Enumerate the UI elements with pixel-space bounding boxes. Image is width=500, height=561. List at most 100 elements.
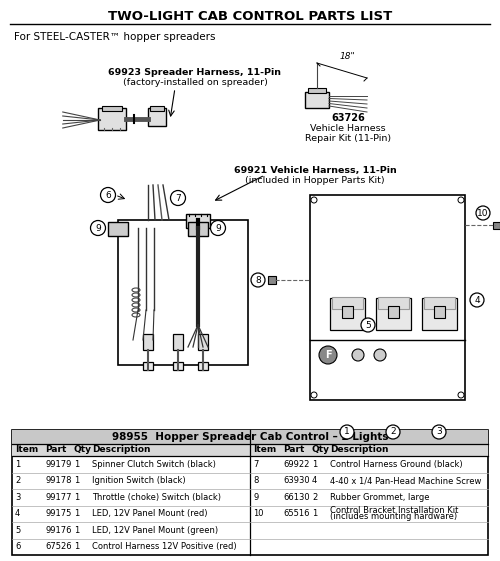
Bar <box>330 298 365 330</box>
Text: 1: 1 <box>74 460 79 469</box>
Text: 10: 10 <box>477 209 489 218</box>
Text: 99175: 99175 <box>45 509 72 518</box>
Circle shape <box>90 220 106 236</box>
Text: 18": 18" <box>339 52 355 61</box>
Text: 1: 1 <box>74 476 79 485</box>
Bar <box>376 298 411 330</box>
Bar <box>186 214 210 228</box>
Text: 9: 9 <box>215 223 221 232</box>
Bar <box>98 108 126 130</box>
Text: 67526: 67526 <box>45 542 72 551</box>
Circle shape <box>340 425 354 439</box>
Circle shape <box>100 187 116 203</box>
Text: 2: 2 <box>312 493 318 502</box>
Text: 99176: 99176 <box>45 526 72 535</box>
Text: Control Harness Ground (black): Control Harness Ground (black) <box>330 460 462 469</box>
Text: 99177: 99177 <box>45 493 72 502</box>
Text: For STEEL-CASTER™ hopper spreaders: For STEEL-CASTER™ hopper spreaders <box>14 32 215 42</box>
Text: 1: 1 <box>74 493 79 502</box>
Text: Control Bracket Installation Kit: Control Bracket Installation Kit <box>330 506 458 515</box>
Text: Rubber Grommet, large: Rubber Grommet, large <box>330 493 430 502</box>
Bar <box>102 106 122 111</box>
Circle shape <box>319 346 337 364</box>
Text: TWO-LIGHT CAB CONTROL PARTS LIST: TWO-LIGHT CAB CONTROL PARTS LIST <box>108 10 392 22</box>
Text: 3: 3 <box>15 493 20 502</box>
Circle shape <box>311 197 317 203</box>
Text: LED, 12V Panel Mount (green): LED, 12V Panel Mount (green) <box>92 526 218 535</box>
Text: F: F <box>324 350 332 360</box>
Text: 10: 10 <box>253 509 264 518</box>
Text: 1: 1 <box>312 460 318 469</box>
Text: 66130: 66130 <box>283 493 310 502</box>
Bar <box>305 92 329 108</box>
Circle shape <box>458 197 464 203</box>
Bar <box>188 222 208 236</box>
Text: 4: 4 <box>474 296 480 305</box>
Text: 2: 2 <box>15 476 20 485</box>
Circle shape <box>374 349 386 361</box>
Text: Ignition Switch (black): Ignition Switch (black) <box>92 476 186 485</box>
Text: Description: Description <box>330 445 388 454</box>
Bar <box>388 306 399 318</box>
Bar <box>310 195 465 400</box>
Circle shape <box>311 392 317 398</box>
Bar <box>108 222 128 236</box>
Text: 98955  Hopper Spreader Cab Control – 2 Lights: 98955 Hopper Spreader Cab Control – 2 Li… <box>112 432 388 442</box>
Text: Repair Kit (11-Pin): Repair Kit (11-Pin) <box>305 134 391 142</box>
Bar <box>118 220 248 365</box>
Text: (factory-installed on spreader): (factory-installed on spreader) <box>122 77 268 86</box>
Bar <box>342 306 353 318</box>
Text: 3: 3 <box>436 427 442 436</box>
Bar <box>434 306 445 318</box>
Text: 1: 1 <box>15 460 20 469</box>
Text: Part: Part <box>283 445 304 454</box>
Text: (includes mounting hardware): (includes mounting hardware) <box>330 512 457 521</box>
Text: 5: 5 <box>15 526 20 535</box>
Circle shape <box>470 293 484 307</box>
Circle shape <box>210 220 226 236</box>
Text: 8: 8 <box>253 476 258 485</box>
Text: 9: 9 <box>253 493 258 502</box>
Bar <box>308 88 326 93</box>
Text: 7: 7 <box>175 194 181 203</box>
Text: 69921 Vehicle Harness, 11-Pin: 69921 Vehicle Harness, 11-Pin <box>234 165 396 174</box>
Bar <box>143 362 153 370</box>
Circle shape <box>432 425 446 439</box>
Bar <box>143 334 153 350</box>
Text: LED, 12V Panel Mount (red): LED, 12V Panel Mount (red) <box>92 509 208 518</box>
Text: Qty: Qty <box>74 445 92 454</box>
Text: 5: 5 <box>365 320 371 329</box>
Text: Spinner Clutch Switch (black): Spinner Clutch Switch (black) <box>92 460 216 469</box>
Circle shape <box>361 318 375 332</box>
Bar <box>198 334 208 350</box>
Text: 99179: 99179 <box>45 460 72 469</box>
Bar <box>424 297 455 309</box>
Text: 65516: 65516 <box>283 509 310 518</box>
Bar <box>268 276 276 284</box>
Text: Part: Part <box>45 445 66 454</box>
Text: Item: Item <box>253 445 276 454</box>
Bar <box>150 106 164 111</box>
Text: 63726: 63726 <box>331 113 365 123</box>
Bar <box>12 444 488 456</box>
Bar <box>173 362 183 370</box>
Bar <box>148 108 166 126</box>
Bar <box>332 297 363 309</box>
Text: Control Harness 12V Positive (red): Control Harness 12V Positive (red) <box>92 542 236 551</box>
Text: Item: Item <box>15 445 38 454</box>
Bar <box>422 298 457 330</box>
Text: Description: Description <box>92 445 150 454</box>
Bar <box>12 430 488 444</box>
Text: 99178: 99178 <box>45 476 72 485</box>
Text: 2: 2 <box>390 427 396 436</box>
Text: Qty: Qty <box>312 445 330 454</box>
Bar <box>198 362 208 370</box>
Bar <box>173 334 183 350</box>
Text: (included in Hopper Parts Kit): (included in Hopper Parts Kit) <box>245 176 385 185</box>
Text: 6: 6 <box>105 191 111 200</box>
Text: 7: 7 <box>253 460 258 469</box>
Text: 4-40 x 1/4 Pan-Head Machine Screw: 4-40 x 1/4 Pan-Head Machine Screw <box>330 476 482 485</box>
Text: Vehicle Harness: Vehicle Harness <box>310 123 386 132</box>
Text: 6: 6 <box>15 542 20 551</box>
Circle shape <box>458 392 464 398</box>
